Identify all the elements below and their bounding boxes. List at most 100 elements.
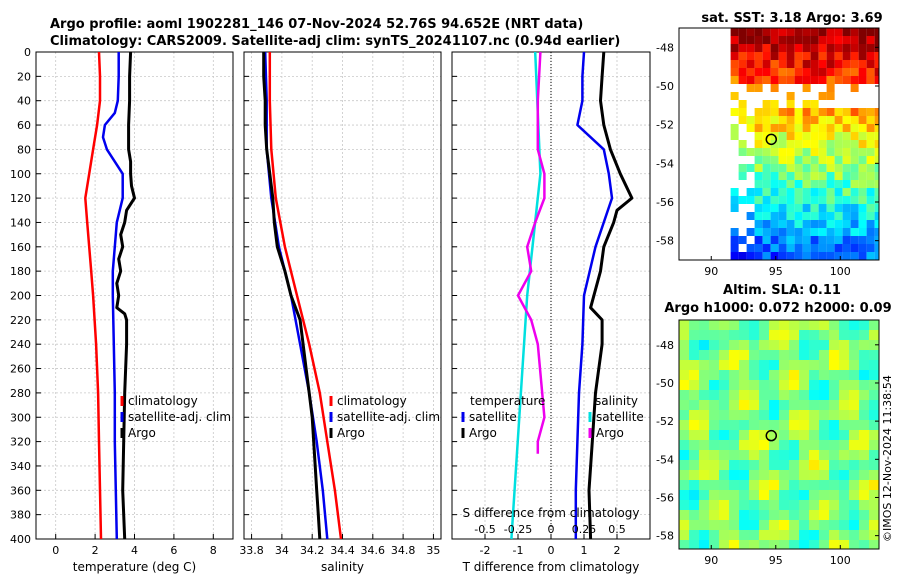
map-cell: [826, 92, 835, 100]
map-cell: [699, 470, 709, 480]
map-cell: [786, 28, 795, 36]
map-cell: [689, 340, 699, 350]
map-cell: [759, 440, 769, 450]
map-cell: [810, 108, 819, 116]
map-cell: [869, 530, 879, 540]
map-cell: [799, 400, 809, 410]
map-cell: [759, 490, 769, 500]
map-cell: [839, 360, 849, 370]
map-cell: [834, 236, 843, 244]
map-cell: [746, 228, 755, 236]
y-tick-label: 260: [10, 363, 31, 376]
map-cell: [770, 36, 779, 44]
map-cell: [786, 148, 795, 156]
map-cell: [754, 116, 763, 124]
map-cell: [778, 36, 787, 44]
map-cell: [810, 252, 819, 260]
map-cell: [709, 400, 719, 410]
map-cell: [779, 370, 789, 380]
map-cell: [738, 60, 747, 68]
map-cell: [769, 340, 779, 350]
map-cell: [709, 500, 719, 510]
map-cell: [834, 212, 843, 220]
map-cell: [730, 52, 739, 60]
map-cell: [802, 204, 811, 212]
map-cell: [746, 36, 755, 44]
map-cell: [809, 530, 819, 540]
map-cell: [829, 470, 839, 480]
map-cell: [730, 252, 739, 260]
map-cell: [730, 228, 739, 236]
x-axis-label: temperature (deg C): [73, 560, 196, 574]
map-cell: [866, 148, 875, 156]
map-cell: [850, 180, 859, 188]
map-cell: [778, 108, 787, 116]
map-cell: [739, 360, 749, 370]
map-cell: [778, 60, 787, 68]
map-cell: [809, 400, 819, 410]
map-cell: [809, 320, 819, 330]
map-cell: [754, 228, 763, 236]
map-cell: [738, 252, 747, 260]
map-cell: [869, 430, 879, 440]
map-cell: [874, 116, 879, 124]
map-cell: [729, 540, 739, 549]
map-cell: [749, 420, 759, 430]
map-cell: [679, 410, 689, 420]
map-cell: [794, 116, 803, 124]
map-cell: [799, 380, 809, 390]
map-cell: [789, 370, 799, 380]
legend-label: satellite-adj. clim: [337, 410, 440, 424]
map-cell: [874, 28, 879, 36]
map-cell: [769, 320, 779, 330]
map-cell: [719, 530, 729, 540]
map-cell: [810, 44, 819, 52]
map-cell: [866, 52, 875, 60]
map-cell: [809, 430, 819, 440]
map-cell: [874, 132, 879, 140]
map-cell: [778, 116, 787, 124]
map-cell: [842, 188, 851, 196]
map-cell: [809, 490, 819, 500]
y-tick-label: 140: [10, 216, 31, 229]
legend-title-salinity: salinity: [595, 394, 638, 408]
map-cell: [850, 124, 859, 132]
map-cell: [826, 52, 835, 60]
map-cell: [819, 370, 829, 380]
figure-title-line2: Climatology: CARS2009. Satellite-adj cli…: [50, 34, 620, 49]
map-cell: [770, 220, 779, 228]
map-cell: [834, 76, 843, 84]
map-cell: [849, 350, 859, 360]
map-cell: [738, 164, 747, 172]
map-cell: [730, 92, 739, 100]
map-cell: [770, 212, 779, 220]
map-cell: [709, 490, 719, 500]
map-cell: [754, 84, 763, 92]
map-cell: [842, 156, 851, 164]
map-cell: [754, 204, 763, 212]
map-cell: [759, 340, 769, 350]
map-cell: [709, 330, 719, 340]
map-cell: [762, 76, 771, 84]
map-cell: [874, 220, 879, 228]
map-cell: [819, 500, 829, 510]
map-cell: [719, 340, 729, 350]
map-cell: [786, 140, 795, 148]
map-cell: [699, 400, 709, 410]
map-cell: [858, 252, 867, 260]
map-cell: [709, 470, 719, 480]
map-cell: [679, 490, 689, 500]
map-cell: [819, 410, 829, 420]
map-cell: [799, 460, 809, 470]
map-cell: [826, 180, 835, 188]
map-cell: [786, 100, 795, 108]
map-cell: [818, 164, 827, 172]
map-cell: [866, 116, 875, 124]
map-cell: [729, 470, 739, 480]
map-cell: [749, 410, 759, 420]
y-tick-label: 340: [10, 460, 31, 473]
map-cell: [794, 68, 803, 76]
map-cell: [818, 28, 827, 36]
map-cell: [679, 470, 689, 480]
map-cell: [729, 480, 739, 490]
